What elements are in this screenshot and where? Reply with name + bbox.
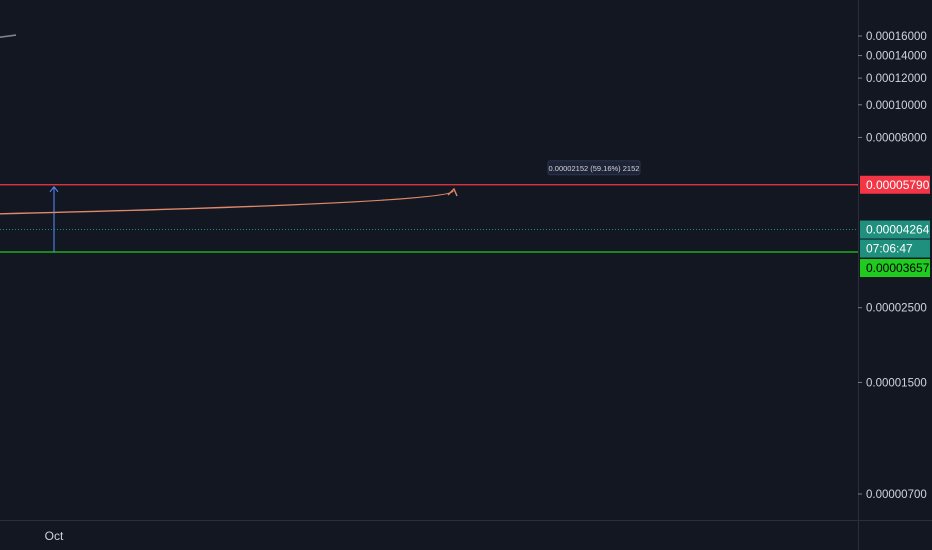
price-tick-label: 0.00002500 <box>866 303 927 315</box>
time-tick-label: Oct <box>45 529 64 543</box>
current-price-badge: 0.00004264 <box>866 223 930 237</box>
price-tick-label: 0.00001500 <box>866 377 927 389</box>
resistance-price-badge: 0.00005790 <box>866 178 930 192</box>
projection-curve[interactable] <box>0 190 454 255</box>
bar-countdown-badge: 07:06:47 <box>866 242 913 256</box>
price-tick-label: 0.00008000 <box>866 132 927 144</box>
projection-arrowhead <box>447 187 458 197</box>
price-tick-label: 0.00016000 <box>866 31 927 43</box>
price-axis[interactable]: 0.00016000 0.00014000 0.00012000 0.00010000… <box>858 31 927 501</box>
price-tick-label: 0.00012000 <box>866 73 927 85</box>
measure-label-text: 0.00002152 (59.16%) 2152 <box>549 164 640 173</box>
price-tick-label: 0.00010000 <box>866 100 927 112</box>
time-axis[interactable]: Oct182020MarMayJulSepNov2021 <box>0 529 64 543</box>
current-price-badge-bg <box>860 220 930 239</box>
support-price-badge: 0.00003657 <box>866 261 930 275</box>
measure-label-box <box>547 160 641 176</box>
bar-countdown-badge-bg <box>860 239 930 258</box>
price-badges: 0.00005790 0.00004264 07:06:47 0.00003657 <box>860 175 930 278</box>
resistance-price-badge-bg <box>860 175 930 194</box>
price-tick-label: 0.00014000 <box>866 51 927 63</box>
price-range-arrowhead <box>49 185 59 193</box>
support-price-badge-bg <box>860 259 930 278</box>
level-lines <box>0 184 858 253</box>
price-tick-label: 0.00000700 <box>866 489 927 501</box>
drawings: 0.00002152 (59.16%) 2152Trendline resist… <box>0 34 641 255</box>
